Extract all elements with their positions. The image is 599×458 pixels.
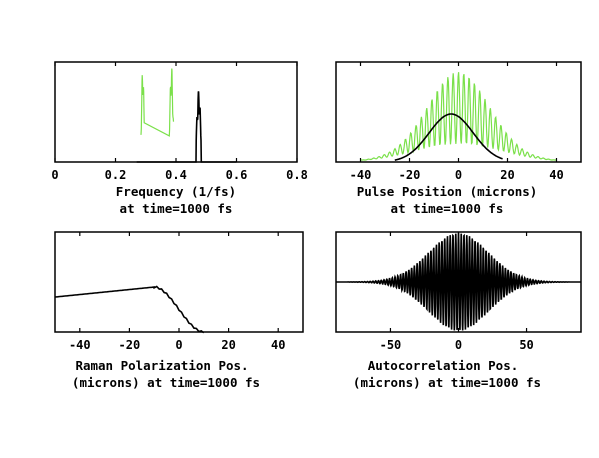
pulse-ticks: -40 -20 0 20 40: [350, 62, 564, 182]
autocorrelation-series: [336, 232, 581, 331]
autocorr-series-line-0: [336, 232, 581, 331]
x-tick-label: 0.2: [105, 168, 127, 182]
raman-panel: -40 -20 0 20 40 Raman Polarization Pos. (mic…: [54, 231, 304, 390]
x-tick-label: 0.6: [226, 168, 248, 182]
x-tick-label: 0: [455, 168, 462, 182]
raman-ticks: -40 -20 0 20 40: [69, 232, 285, 352]
pulse-xlabel: Pulse Position (microns): [357, 184, 538, 199]
pulse-xlabel-time: at time=1000 fs: [391, 201, 504, 216]
frequency-xlabel: Frequency (1/fs): [116, 184, 236, 199]
raman-series: [54, 285, 205, 334]
x-tick-label: 20: [500, 168, 514, 182]
frequency-xlabel-time: at time=1000 fs: [120, 201, 233, 216]
pulse-series: [360, 72, 557, 161]
autocorrelation-xlabel: Autocorrelation Pos.: [368, 358, 519, 373]
x-tick-label: -40: [69, 338, 91, 352]
frequency-series: [136, 68, 237, 163]
raman-series-line-0: [54, 285, 205, 334]
pulse-panel: -40 -20 0 20 40 Pulse Position (microns) at …: [335, 61, 582, 216]
x-tick-label: 0.4: [165, 168, 187, 182]
pulse-series-line-0: [360, 72, 557, 161]
x-tick-label: 20: [221, 338, 235, 352]
x-tick-label: 0: [175, 338, 182, 352]
x-tick-label: 0.8: [286, 168, 308, 182]
x-tick-label: 0: [455, 338, 462, 352]
freq-series-line-0: [140, 68, 175, 137]
frequency-panel: 0 0.2 0.4 0.6 0.8 Frequency (1/fs) at time=1…: [51, 61, 308, 216]
pulse-series-line-1: [394, 113, 503, 161]
frequency-plot-frame: [54, 61, 298, 163]
x-tick-label: 50: [519, 338, 533, 352]
x-tick-label: -20: [399, 168, 421, 182]
autocorrelation-xlabel-time: (microns) at time=1000 fs: [353, 375, 541, 390]
x-tick-label: 0: [51, 168, 58, 182]
freq-series-line-1: [136, 91, 237, 163]
autocorrelation-ticks: -50 0 50: [380, 232, 534, 352]
x-tick-label: 40: [549, 168, 563, 182]
x-tick-label: 40: [271, 338, 285, 352]
raman-plot-frame: [54, 231, 304, 333]
raman-xlabel: Raman Polarization Pos.: [75, 358, 248, 373]
raman-xlabel-time: (microns) at time=1000 fs: [72, 375, 260, 390]
x-tick-label: -40: [350, 168, 372, 182]
x-tick-label: -20: [119, 338, 141, 352]
x-tick-label: -50: [380, 338, 402, 352]
autocorrelation-panel: -50 0 50 Autocorrelation Pos. (microns) at…: [335, 231, 582, 390]
frequency-ticks: 0 0.2 0.4 0.6 0.8: [51, 62, 308, 182]
